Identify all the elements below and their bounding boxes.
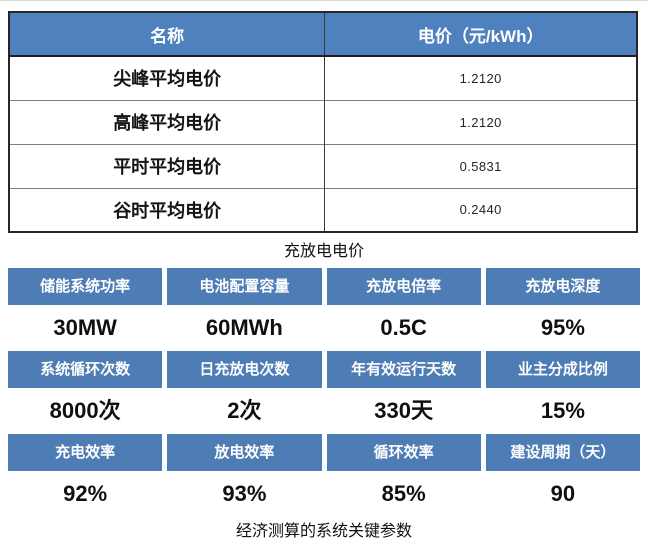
price-table-header-price: 电价（元/kWh） <box>324 12 637 57</box>
top-edge-divider <box>0 0 648 1</box>
params-header-row: 充电效率 放电效率 循环效率 建设周期（天） <box>8 434 640 471</box>
price-table: 名称 电价（元/kWh） 尖峰平均电价 1.2120 高峰平均电价 1.2120… <box>8 11 638 233</box>
params-value-row: 30MW 60MWh 0.5C 95% <box>8 305 640 351</box>
price-table-header-row: 名称 电价（元/kWh） <box>9 12 637 57</box>
table-row: 高峰平均电价 1.2120 <box>9 99 637 144</box>
param-value-cell: 92% <box>8 471 163 517</box>
param-header-cell: 日充放电次数 <box>167 351 322 388</box>
table-row: 谷时平均电价 0.2440 <box>9 187 637 232</box>
param-header-cell: 电池配置容量 <box>167 268 322 305</box>
param-header-cell: 业主分成比例 <box>485 351 640 388</box>
param-value-cell: 85% <box>326 471 481 517</box>
param-header-cell: 系统循环次数 <box>8 351 163 388</box>
param-value-cell: 15% <box>485 388 640 434</box>
param-header-cell: 建设周期（天） <box>485 434 640 471</box>
param-header-cell: 充放电倍率 <box>326 268 481 305</box>
price-row-label: 谷时平均电价 <box>9 187 325 232</box>
param-header-cell: 储能系统功率 <box>8 268 163 305</box>
price-row-label: 尖峰平均电价 <box>9 56 325 100</box>
param-value-cell: 93% <box>167 471 322 517</box>
price-row-label: 平时平均电价 <box>9 143 325 188</box>
param-header-cell: 年有效运行天数 <box>326 351 481 388</box>
price-table-header-name: 名称 <box>9 12 325 57</box>
price-row-value: 0.5831 <box>324 143 637 188</box>
table-row: 尖峰平均电价 1.2120 <box>9 56 637 100</box>
param-value-cell: 0.5C <box>326 305 481 351</box>
params-table: 储能系统功率 电池配置容量 充放电倍率 充放电深度 30MW 60MWh 0.5… <box>8 268 640 517</box>
param-header-cell: 充电效率 <box>8 434 163 471</box>
params-header-row: 储能系统功率 电池配置容量 充放电倍率 充放电深度 <box>8 268 640 305</box>
param-value-cell: 95% <box>485 305 640 351</box>
params-table-caption: 经济测算的系统关键参数 <box>235 523 412 540</box>
price-row-value: 1.2120 <box>324 56 637 100</box>
param-value-cell: 90 <box>485 471 640 517</box>
param-header-cell: 循环效率 <box>326 434 481 471</box>
price-row-value: 1.2120 <box>324 99 637 144</box>
param-value-cell: 60MWh <box>167 305 322 351</box>
price-row-label: 高峰平均电价 <box>9 99 325 144</box>
price-row-value: 0.2440 <box>324 187 637 232</box>
param-header-cell: 充放电深度 <box>485 268 640 305</box>
price-table-caption: 充放电电价 <box>283 243 364 260</box>
params-header-row: 系统循环次数 日充放电次数 年有效运行天数 业主分成比例 <box>8 351 640 388</box>
param-header-cell: 放电效率 <box>167 434 322 471</box>
params-value-row: 8000次 2次 330天 15% <box>8 388 640 434</box>
param-value-cell: 30MW <box>8 305 163 351</box>
params-value-row: 92% 93% 85% 90 <box>8 471 640 517</box>
table-row: 平时平均电价 0.5831 <box>9 143 637 188</box>
param-value-cell: 2次 <box>167 388 322 434</box>
param-value-cell: 330天 <box>326 388 481 434</box>
param-value-cell: 8000次 <box>8 388 163 434</box>
